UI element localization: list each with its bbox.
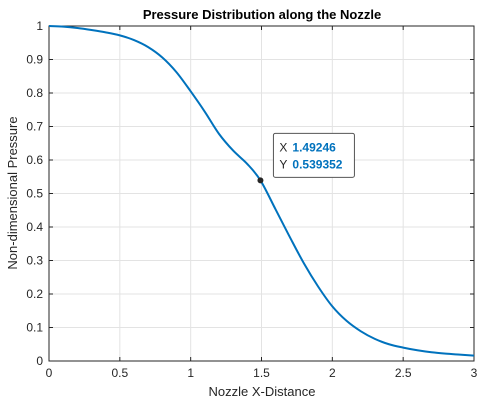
x-tick-label: 0.5 (111, 366, 128, 380)
y-tick-label: 0.8 (26, 86, 43, 100)
x-tick-label: 0 (46, 366, 53, 380)
x-tick-label: 1 (187, 366, 194, 380)
y-tick-label: 0.3 (26, 254, 43, 268)
datatip-marker[interactable] (257, 177, 264, 184)
x-tick-label: 2.5 (395, 366, 412, 380)
y-axis-ticks: 0 0.1 0.2 0.3 0.4 0.5 0.6 0.7 0.8 0.9 1 (26, 19, 474, 368)
x-axis-ticks: 0 0.5 1 1.5 2 2.5 3 (46, 26, 478, 380)
datatip-y-key: Y (279, 157, 287, 171)
y-tick-label: 1 (36, 19, 43, 33)
y-tick-label: 0 (36, 354, 43, 368)
y-tick-label: 0.6 (26, 153, 43, 167)
datatip-x-value: 1.49246 (292, 140, 336, 154)
y-tick-label: 0.7 (26, 120, 43, 134)
y-axis-label: Non-dimensional Pressure (5, 116, 20, 269)
x-axis-label: Nozzle X-Distance (209, 384, 316, 399)
x-tick-label: 1.5 (253, 366, 270, 380)
y-tick-label: 0.5 (26, 187, 43, 201)
x-tick-label: 2 (329, 366, 336, 380)
datatip-box[interactable]: X 1.49246 Y 0.539352 (272, 132, 355, 178)
chart-title: Pressure Distribution along the Nozzle (143, 7, 381, 22)
y-tick-label: 0.1 (26, 321, 43, 335)
y-tick-label: 0.9 (26, 53, 43, 67)
datatip-y-value: 0.539352 (292, 157, 342, 171)
y-tick-label: 0.4 (26, 220, 43, 234)
datatip-background (272, 132, 355, 178)
grid-lines (49, 26, 474, 361)
x-tick-label: 3 (471, 366, 478, 380)
y-tick-label: 0.2 (26, 287, 43, 301)
datatip-x-key: X (279, 140, 287, 154)
